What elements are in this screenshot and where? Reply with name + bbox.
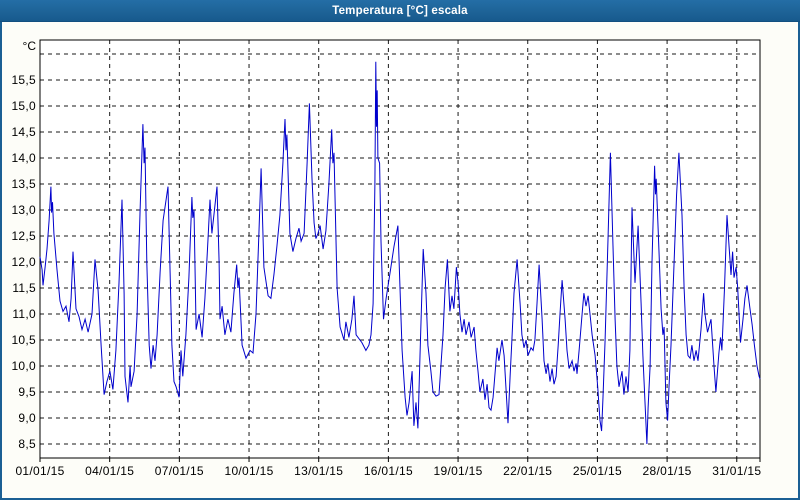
y-tick-label: 9,0 bbox=[18, 411, 36, 425]
y-tick-label: 11,0 bbox=[12, 307, 36, 321]
y-tick-label: 11,5 bbox=[12, 281, 36, 295]
y-tick-label: 12,0 bbox=[11, 255, 36, 269]
x-tick-label: 28/01/15 bbox=[643, 464, 692, 478]
x-tick-label: 07/01/15 bbox=[155, 464, 204, 478]
temperature-series-line bbox=[39, 61, 761, 445]
x-tick-label: 22/01/15 bbox=[503, 464, 552, 478]
y-tick-label: 10,5 bbox=[11, 333, 36, 347]
x-tick-label: 19/01/15 bbox=[434, 464, 483, 478]
y-tick-label: 13,5 bbox=[11, 177, 36, 191]
plot-frame bbox=[39, 39, 761, 459]
y-tick-label: 8,5 bbox=[18, 437, 36, 451]
x-tick-label: 16/01/15 bbox=[364, 464, 413, 478]
y-tick-label: 15,0 bbox=[11, 99, 36, 113]
y-tick-label: 13,0 bbox=[11, 203, 36, 217]
chart-title: Temperatura [°C] escala bbox=[332, 4, 468, 17]
x-tick-label: 31/01/15 bbox=[712, 464, 761, 478]
y-tick-label: 15,5 bbox=[11, 73, 36, 87]
y-tick-label: 9,5 bbox=[18, 385, 36, 399]
y-tick-label: 14,0 bbox=[11, 151, 36, 165]
plot-area bbox=[40, 40, 760, 458]
window-titlebar[interactable]: Temperatura [°C] escala bbox=[0, 0, 800, 22]
x-tick-label: 13/01/15 bbox=[294, 464, 343, 478]
y-axis-unit-label: °C bbox=[23, 39, 37, 53]
x-tick-label: 25/01/15 bbox=[573, 464, 622, 478]
x-tick-label: 10/01/15 bbox=[224, 464, 273, 478]
y-tick-label: 12,5 bbox=[11, 229, 36, 243]
x-tick-label: 01/01/15 bbox=[15, 464, 64, 478]
y-tick-label: 10,0 bbox=[11, 359, 36, 373]
y-tick-label: 14,5 bbox=[11, 125, 36, 139]
x-tick-label: 04/01/15 bbox=[85, 464, 134, 478]
